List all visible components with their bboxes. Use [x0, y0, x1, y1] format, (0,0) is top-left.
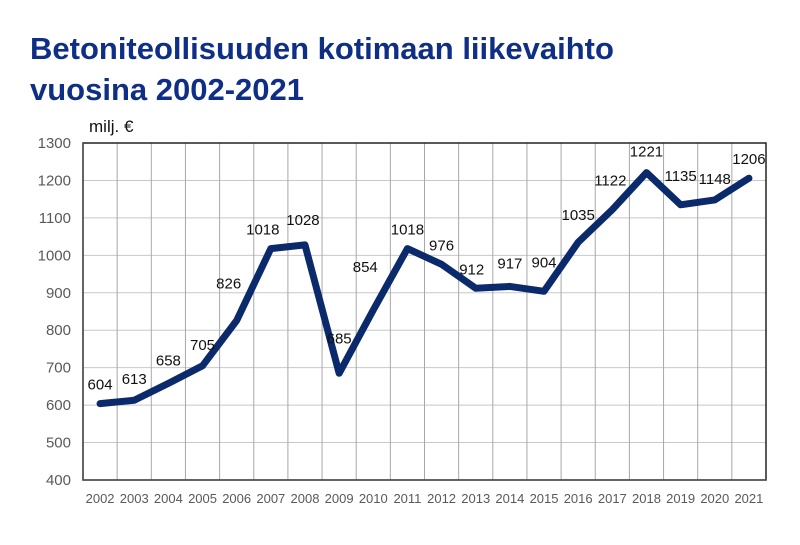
chart-title-line-2: vuosina 2002-2021 [30, 72, 305, 107]
x-tick-label: 2007 [256, 491, 285, 506]
y-axis-label: milj. € [89, 117, 134, 136]
y-tick-label: 500 [46, 435, 71, 452]
data-label: 976 [429, 237, 454, 254]
data-label: 912 [459, 261, 484, 278]
data-label: 854 [353, 259, 378, 276]
data-label: 1035 [561, 207, 594, 224]
x-tick-label: 2019 [666, 491, 695, 506]
x-tick-label: 2005 [188, 491, 217, 506]
x-tick-label: 2008 [291, 491, 320, 506]
data-label: 1135 [664, 168, 696, 185]
data-label: 1206 [732, 151, 765, 168]
y-tick-label: 1300 [38, 135, 71, 152]
y-tick-label: 1000 [38, 247, 71, 264]
x-tick-label: 2009 [325, 491, 354, 506]
data-label: 604 [88, 377, 113, 394]
data-label: 917 [497, 255, 522, 272]
x-tick-label: 2006 [222, 491, 251, 506]
y-tick-label: 600 [46, 397, 71, 414]
data-label: 658 [156, 352, 181, 369]
data-label: 685 [327, 330, 352, 347]
data-label: 1018 [391, 222, 424, 239]
data-label: 1148 [699, 171, 731, 188]
y-tick-label: 1100 [39, 210, 71, 227]
data-label: 1122 [594, 173, 626, 190]
chart-title-line-1: Betoniteollisuuden kotimaan liikevaihto [30, 31, 614, 66]
x-tick-label: 2015 [530, 491, 559, 506]
x-tick-label: 2020 [700, 491, 729, 506]
x-tick-label: 2016 [564, 491, 593, 506]
x-tick-label: 2017 [598, 491, 627, 506]
data-label: 1221 [630, 144, 663, 161]
x-tick-label: 2014 [495, 491, 524, 506]
x-tick-label: 2021 [734, 491, 763, 506]
y-tick-label: 400 [46, 472, 71, 489]
x-tick-label: 2002 [86, 491, 115, 506]
x-tick-label: 2010 [359, 491, 388, 506]
x-tick-label: 2018 [632, 491, 661, 506]
x-tick-label: 2003 [120, 491, 149, 506]
data-label: 613 [122, 371, 147, 388]
data-label: 904 [532, 254, 557, 271]
data-label: 826 [216, 275, 241, 292]
x-tick-label: 2011 [393, 491, 421, 506]
y-tick-label: 700 [46, 360, 71, 377]
data-label: 1028 [286, 212, 319, 229]
x-tick-label: 2012 [427, 491, 456, 506]
x-tick-label: 2004 [154, 491, 183, 506]
y-tick-label: 1200 [38, 172, 71, 189]
y-tick-label: 900 [46, 285, 71, 302]
data-label: 1018 [246, 222, 279, 239]
chart-title: Betoniteollisuuden kotimaan liikevaihto … [30, 28, 614, 110]
data-label: 705 [190, 337, 215, 354]
series-line [96, 169, 753, 408]
y-tick-label: 800 [46, 322, 71, 339]
x-tick-label: 2013 [461, 491, 490, 506]
